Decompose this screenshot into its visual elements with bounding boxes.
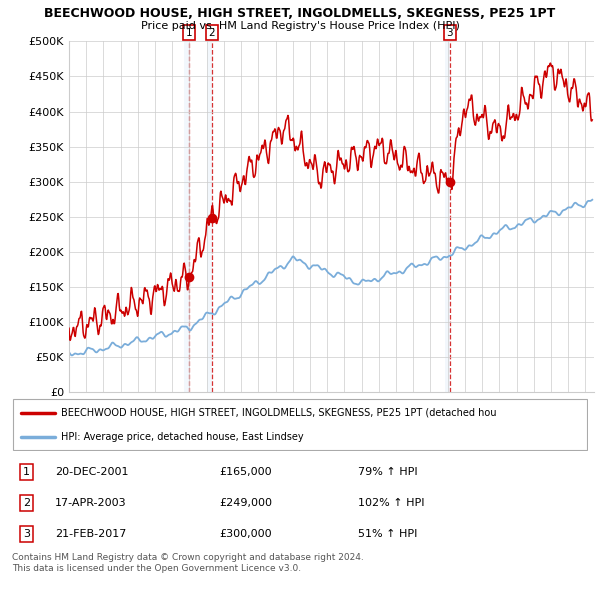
Text: Contains HM Land Registry data © Crown copyright and database right 2024.
This d: Contains HM Land Registry data © Crown c… — [12, 553, 364, 573]
Text: 1: 1 — [185, 28, 192, 38]
Bar — [445, 41, 450, 392]
Text: BEECHWOOD HOUSE, HIGH STREET, INGOLDMELLS, SKEGNESS, PE25 1PT (detached hou: BEECHWOOD HOUSE, HIGH STREET, INGOLDMELL… — [61, 408, 496, 418]
Text: 51% ↑ HPI: 51% ↑ HPI — [358, 529, 417, 539]
Bar — [184, 41, 189, 392]
FancyBboxPatch shape — [13, 399, 587, 450]
Text: 1: 1 — [23, 467, 30, 477]
Text: HPI: Average price, detached house, East Lindsey: HPI: Average price, detached house, East… — [61, 432, 304, 442]
Text: £300,000: £300,000 — [220, 529, 272, 539]
Text: BEECHWOOD HOUSE, HIGH STREET, INGOLDMELLS, SKEGNESS, PE25 1PT: BEECHWOOD HOUSE, HIGH STREET, INGOLDMELL… — [44, 7, 556, 20]
Text: £165,000: £165,000 — [220, 467, 272, 477]
Text: 21-FEB-2017: 21-FEB-2017 — [55, 529, 127, 539]
Text: 2: 2 — [208, 28, 215, 38]
Text: 20-DEC-2001: 20-DEC-2001 — [55, 467, 128, 477]
Text: 102% ↑ HPI: 102% ↑ HPI — [358, 498, 424, 508]
Text: 79% ↑ HPI: 79% ↑ HPI — [358, 467, 417, 477]
Text: £249,000: £249,000 — [220, 498, 272, 508]
Text: 17-APR-2003: 17-APR-2003 — [55, 498, 127, 508]
Text: 3: 3 — [23, 529, 30, 539]
Text: 3: 3 — [446, 28, 453, 38]
Text: Price paid vs. HM Land Registry's House Price Index (HPI): Price paid vs. HM Land Registry's House … — [140, 21, 460, 31]
Text: 2: 2 — [23, 498, 30, 508]
Bar — [206, 41, 212, 392]
